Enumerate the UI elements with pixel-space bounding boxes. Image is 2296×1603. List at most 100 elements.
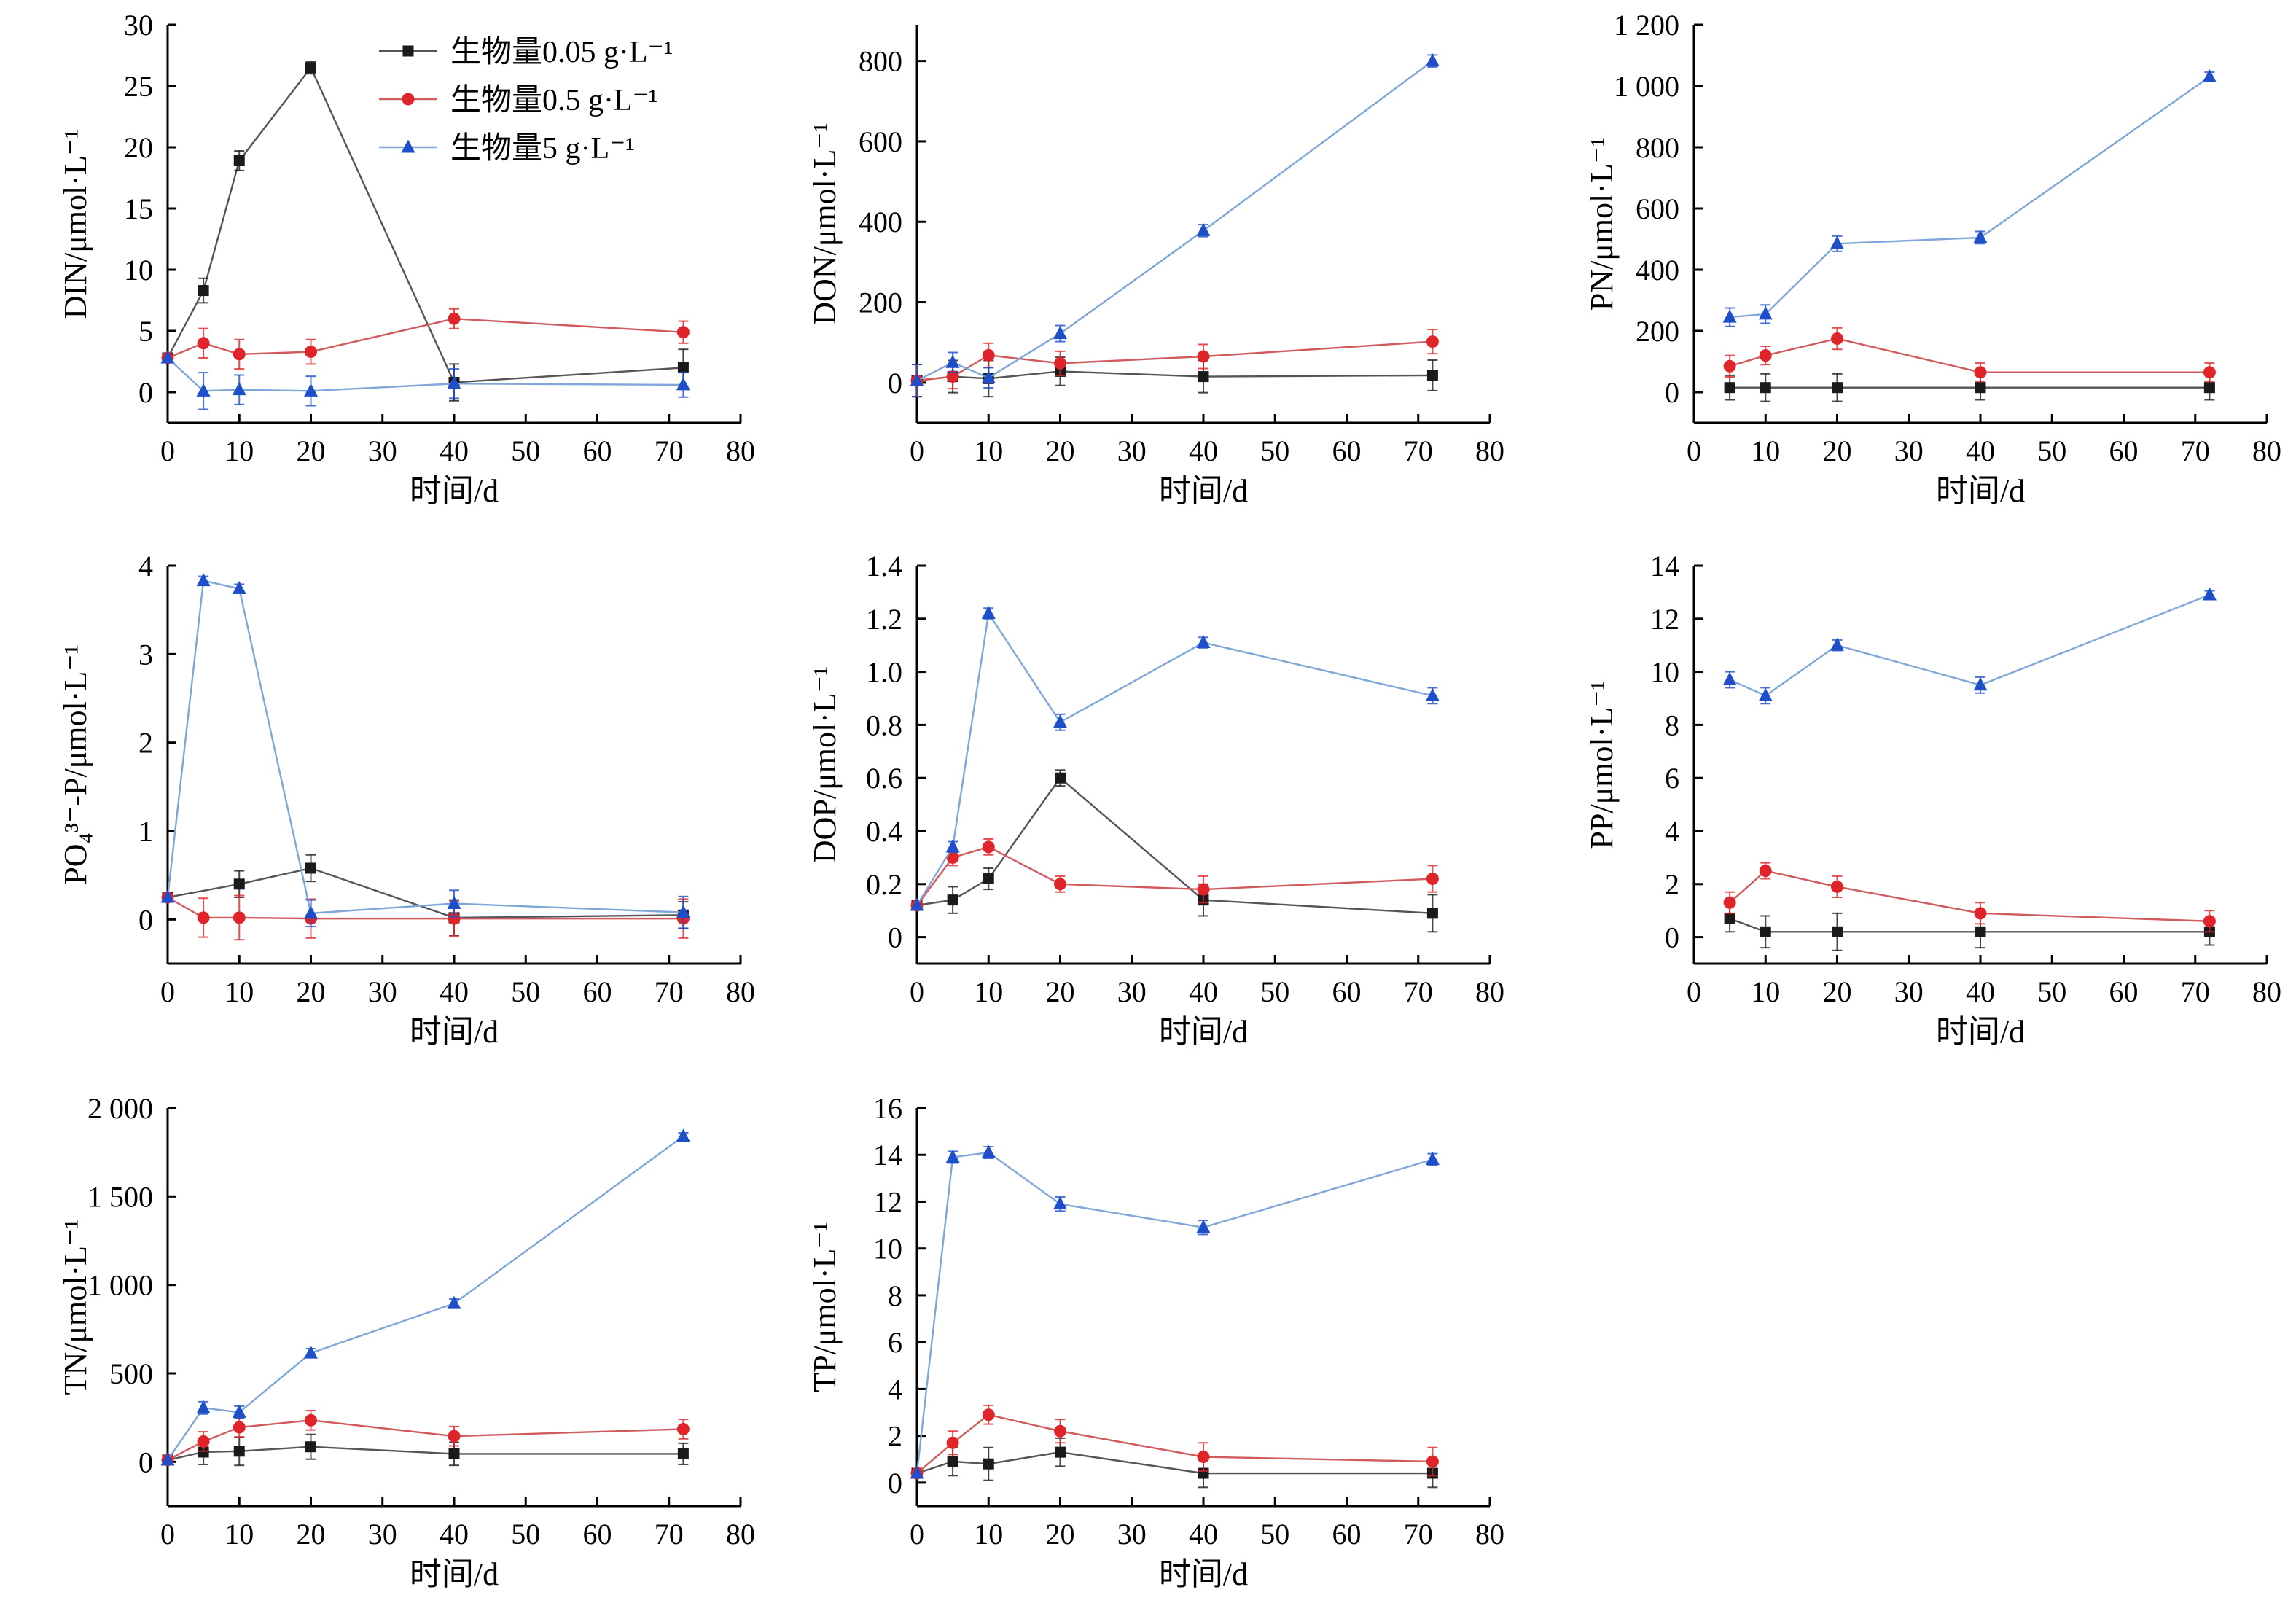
x-tick-label: 10 [974,975,1003,1008]
data-point [676,1422,690,1435]
y-tick-label: 0 [1665,376,1679,409]
data-point [1196,635,1211,649]
y-tick-label: 14 [873,1139,902,1171]
data-point [2202,587,2217,601]
y-tick-label: 400 [1636,254,1679,286]
data-point [1722,309,1737,323]
y-tick-label: 3 [138,638,153,671]
x-tick-label: 50 [1260,1518,1289,1551]
series-line [916,1413,1433,1474]
y-tick-label: 0 [138,903,153,936]
y-tick-label: 200 [1636,315,1679,348]
data-point [2203,382,2215,394]
x-tick-label: 0 [910,434,924,467]
data-point [983,873,994,885]
series-line [915,611,1433,906]
x-tick-label: 0 [1687,434,1701,467]
series-3 [160,573,690,929]
data-point [305,1413,317,1427]
series-1 [162,1433,689,1467]
legend-marker [401,139,415,153]
y-tick-label: 16 [873,1092,902,1125]
data-point [1831,880,1843,893]
data-point [448,912,461,925]
y-tick-label: 8 [1665,709,1679,741]
data-point [232,1404,246,1418]
data-point [1832,926,1843,937]
series-line [1729,338,2210,373]
series-line [166,66,684,383]
data-point [1759,865,1772,878]
series-2 [161,1409,690,1467]
x-axis-label: 时间/d [1159,1014,1248,1050]
data-point [1054,356,1066,370]
data-point [304,383,318,397]
series-3 [910,53,1440,398]
x-tick-label: 60 [2109,975,2139,1008]
data-point [981,1144,996,1158]
data-point [233,911,246,924]
series-3 [160,350,690,410]
y-tick-label: 0.8 [866,709,902,741]
x-tick-label: 50 [511,434,540,467]
data-point [1053,1196,1067,1210]
y-tick-label: 1 000 [87,1269,153,1302]
series-2 [910,329,1439,398]
data-point [910,1465,924,1479]
series-3 [160,1128,690,1466]
x-tick-label: 60 [583,434,612,467]
data-point [1053,326,1067,340]
data-point [305,346,317,359]
series-line [916,60,1434,382]
chart-panel-8: 0 10 20 30 40 50 60 70 80 0 2 4 6 8 10 12 14 16 时间/d TP/μmo… [807,1092,1504,1592]
data-point [1426,908,1438,919]
y-tick-label: 6 [1665,762,1679,795]
data-point [1975,382,1986,394]
legend: 生物量0.05 g·L⁻¹ 生物量0.5 g·L⁻¹ 生物量5 g·L⁻¹ [379,36,673,165]
data-point [1197,1451,1210,1464]
data-point [982,1408,995,1421]
x-tick-label: 80 [2252,975,2281,1008]
data-point [1758,687,1773,701]
data-point [1426,335,1439,348]
series-line [916,1451,1433,1475]
data-point [305,62,316,74]
x-tick-label: 20 [1046,434,1075,467]
y-axis-label: TN/μmol·L⁻¹ [58,1220,93,1395]
data-point [160,889,175,903]
data-point [1723,359,1736,373]
x-tick-label: 80 [1475,434,1504,467]
x-tick-label: 80 [2252,434,2281,467]
y-tick-label: 0 [1665,921,1679,954]
y-tick-label: 2 [138,727,153,760]
x-tick-label: 30 [368,1518,397,1551]
x-tick-label: 50 [2037,434,2066,467]
legend-marker [402,45,414,57]
x-tick-label: 70 [655,1518,684,1551]
y-tick-label: 2 [888,1420,902,1453]
y-tick-label: 10 [1650,656,1679,689]
x-tick-label: 10 [1751,434,1780,467]
data-point [1973,677,1988,691]
y-tick-label: 12 [873,1185,902,1218]
x-tick-label: 80 [726,434,755,467]
series-line [167,896,684,920]
x-tick-label: 70 [1404,975,1433,1008]
x-tick-label: 0 [160,1518,175,1551]
x-tick-label: 50 [1260,434,1289,467]
x-axis-label: 时间/d [1936,473,2025,509]
series-2 [161,308,690,370]
data-point [946,370,959,383]
data-point [198,285,209,297]
x-tick-label: 40 [440,975,469,1008]
series-1 [1724,373,2215,402]
series-3 [910,606,1440,911]
series-line [1729,917,2210,933]
y-tick-label: 10 [124,254,153,286]
x-tick-label: 80 [1475,1518,1504,1551]
x-tick-label: 50 [1260,975,1289,1008]
data-point [1198,371,1209,383]
chart-panel-2: 0 10 20 30 40 50 60 70 800200400600800时间/dDON/μm… [807,25,1504,509]
data-point [233,1421,246,1434]
x-tick-label: 50 [511,975,540,1008]
